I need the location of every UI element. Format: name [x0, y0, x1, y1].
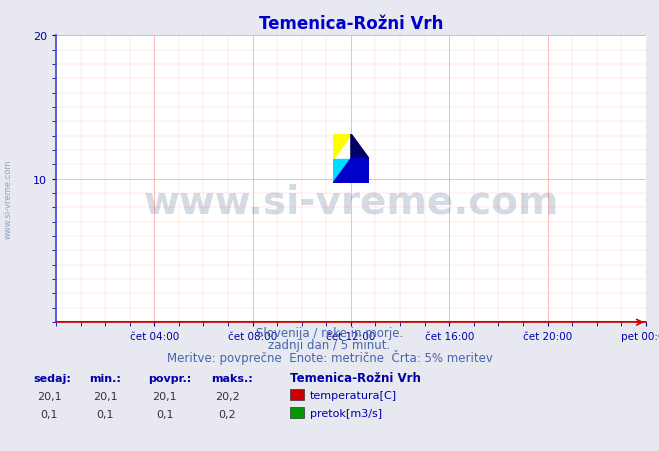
Text: 0,1: 0,1: [156, 409, 173, 419]
Text: temperatura[C]: temperatura[C]: [310, 390, 397, 400]
Text: 0,1: 0,1: [41, 409, 58, 419]
Polygon shape: [333, 159, 351, 184]
Text: maks.:: maks.:: [211, 373, 252, 383]
Text: 20,1: 20,1: [37, 391, 62, 401]
Polygon shape: [351, 134, 369, 159]
Polygon shape: [333, 159, 369, 184]
Text: Meritve: povprečne  Enote: metrične  Črta: 5% meritev: Meritve: povprečne Enote: metrične Črta:…: [167, 349, 492, 364]
Text: 0,2: 0,2: [219, 409, 236, 419]
Text: Temenica-Rožni Vrh: Temenica-Rožni Vrh: [290, 371, 421, 384]
Text: www.si-vreme.com: www.si-vreme.com: [143, 183, 559, 221]
Text: min.:: min.:: [89, 373, 121, 383]
Text: 20,1: 20,1: [152, 391, 177, 401]
Text: 0,1: 0,1: [97, 409, 114, 419]
Text: 20,1: 20,1: [93, 391, 118, 401]
Text: zadnji dan / 5 minut.: zadnji dan / 5 minut.: [268, 338, 391, 351]
Title: Temenica-Rožni Vrh: Temenica-Rožni Vrh: [259, 15, 443, 33]
Text: Slovenija / reke in morje.: Slovenija / reke in morje.: [256, 326, 403, 339]
Text: 20,2: 20,2: [215, 391, 240, 401]
Polygon shape: [333, 134, 351, 159]
Text: www.si-vreme.com: www.si-vreme.com: [3, 159, 13, 238]
Text: pretok[m3/s]: pretok[m3/s]: [310, 408, 382, 418]
Text: povpr.:: povpr.:: [148, 373, 192, 383]
Text: sedaj:: sedaj:: [33, 373, 71, 383]
